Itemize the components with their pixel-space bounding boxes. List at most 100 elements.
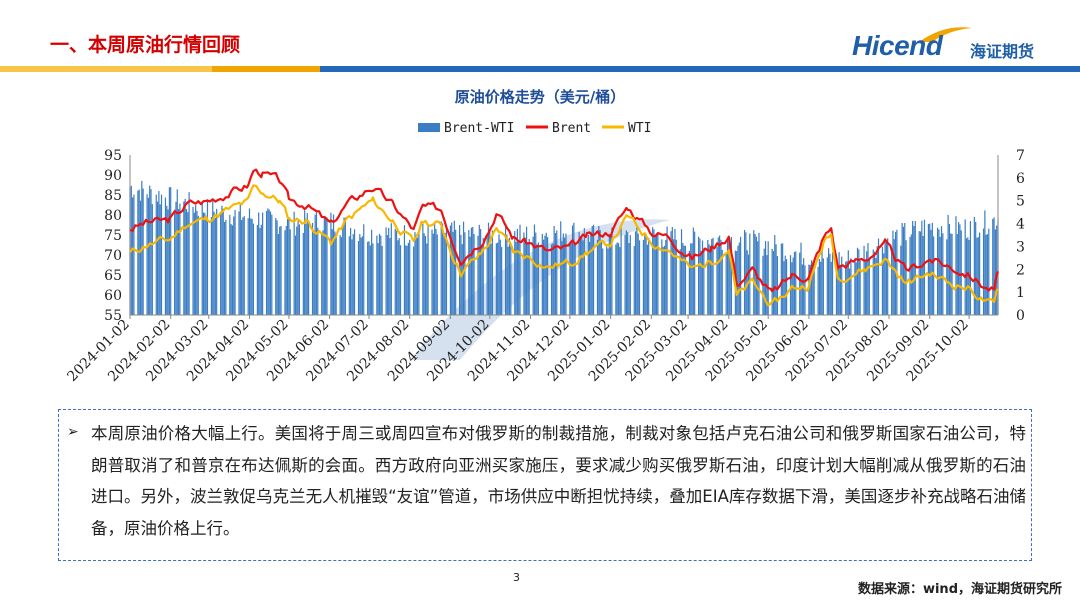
spread-bar [302, 233, 304, 315]
spread-bar [519, 224, 521, 315]
spread-bar [662, 247, 664, 315]
spread-bar [541, 233, 543, 315]
spread-bar [841, 256, 843, 315]
spread-bar [931, 222, 933, 315]
spread-bar [818, 259, 821, 315]
spread-bar [728, 240, 730, 315]
spread-bar [206, 199, 209, 315]
spread-bar [573, 222, 575, 315]
spread-bar [352, 234, 354, 315]
spread-bar [377, 243, 379, 315]
spread-bar [473, 234, 475, 315]
spread-bar [624, 234, 626, 315]
spread-bar [472, 226, 474, 315]
spread-bar [950, 233, 952, 315]
spread-bar [610, 237, 612, 315]
spread-bar [579, 238, 582, 315]
spread-bar [139, 200, 142, 315]
spread-bar [518, 239, 520, 315]
spread-bar [977, 237, 979, 315]
spread-bar [973, 216, 975, 315]
spread-bar [368, 241, 370, 315]
y-right-tick-label: 1 [1016, 285, 1025, 301]
spread-bar [359, 234, 361, 315]
spread-bar [388, 227, 390, 315]
spread-bar [620, 227, 622, 315]
spread-bar [298, 224, 300, 315]
spread-bar [616, 242, 618, 315]
spread-bar [289, 229, 291, 315]
spread-bar [533, 224, 536, 315]
spread-bar [993, 217, 995, 315]
y-right-tick-label: 5 [1016, 194, 1025, 210]
spread-bar [334, 231, 336, 315]
spread-bar [524, 237, 526, 315]
spread-bar [638, 240, 641, 315]
spread-bar [133, 194, 135, 315]
spread-bar [507, 246, 509, 315]
spread-bar [156, 201, 159, 315]
header-strip-orange [212, 66, 320, 72]
spread-bar [958, 222, 960, 315]
spread-bar [378, 233, 381, 315]
brent-line [129, 168, 1000, 293]
spread-bar [562, 233, 564, 315]
spread-bar [332, 214, 335, 315]
y-right-tick-label: 7 [1016, 148, 1025, 164]
spread-bar [251, 218, 253, 315]
spread-bar [700, 250, 702, 315]
spread-bar [432, 233, 434, 315]
header-strip-blue [320, 66, 1080, 72]
spread-bar [589, 241, 591, 315]
spread-bar [951, 233, 953, 315]
spread-bar [205, 220, 207, 315]
y-left-tick-label: 70 [104, 248, 122, 264]
spread-bar [196, 210, 198, 315]
spread-bar [331, 229, 333, 315]
data-source: 数据来源：wind，海证期货研究所 [857, 582, 1062, 597]
spread-bar [684, 245, 687, 315]
spread-bar [661, 239, 663, 315]
spread-bar [477, 235, 479, 315]
spread-bar [729, 252, 731, 315]
spread-bar [877, 238, 880, 315]
spread-bar [791, 262, 793, 315]
spread-bar [376, 235, 378, 315]
spread-bar [697, 236, 700, 315]
spread-bar [606, 246, 608, 315]
spread-bar [881, 246, 884, 315]
spread-bar [596, 239, 599, 315]
spread-bar [887, 238, 889, 315]
spread-bar [348, 236, 350, 315]
spread-bar [583, 228, 585, 315]
spread-bar [975, 221, 977, 315]
spread-bar [339, 235, 341, 315]
spread-bar [582, 240, 584, 315]
spread-bar [536, 244, 538, 315]
spread-bar [481, 245, 483, 315]
spread-bar [546, 237, 549, 315]
y-left-tick-label: 80 [104, 208, 122, 224]
legend-swatch-bar [418, 123, 440, 132]
spread-bar [809, 264, 811, 315]
spread-bar [528, 238, 530, 315]
spread-bar [694, 231, 696, 315]
spread-bar [709, 246, 712, 315]
spread-bar [516, 228, 518, 315]
spread-bar [707, 240, 709, 315]
spread-bar [279, 226, 281, 315]
spread-bar [468, 230, 470, 315]
spread-bar [633, 246, 635, 315]
spread-bar [581, 237, 583, 315]
spread-bar [197, 215, 199, 315]
spread-bar [846, 261, 848, 315]
spread-bar [682, 242, 684, 315]
spread-bar [561, 241, 563, 315]
spread-bar [615, 244, 617, 315]
spread-bar [250, 218, 252, 315]
spread-bar [214, 217, 216, 315]
spread-bar [325, 216, 327, 315]
page-number: 3 [513, 571, 520, 584]
spread-bar [574, 243, 576, 315]
spread-bar [900, 245, 902, 315]
